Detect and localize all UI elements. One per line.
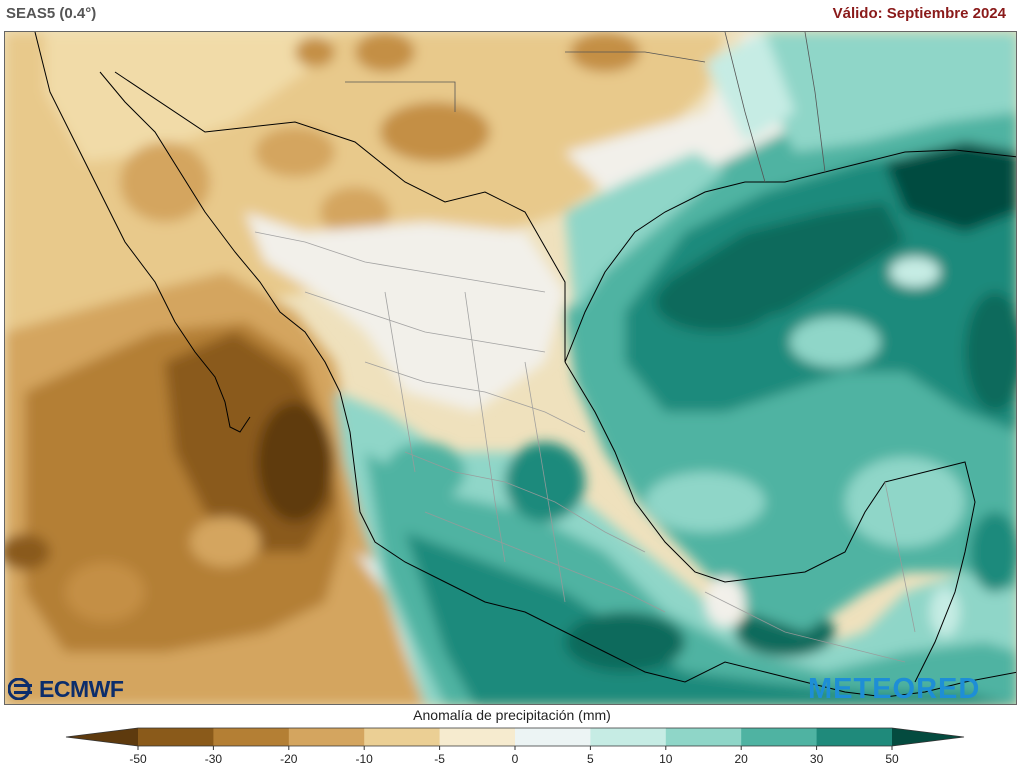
colorbar-extend-high (892, 728, 964, 746)
colorbar-tick-label: -30 (204, 752, 223, 766)
colorbar-segment (213, 728, 290, 746)
colorbar-segment (665, 728, 742, 746)
colorbar-tick-label: -10 (355, 752, 373, 766)
colorbar-tick-label: -5 (434, 752, 445, 766)
colorbar-segment (364, 728, 441, 746)
colorbar-extend-low (66, 728, 138, 746)
state-borders (254, 231, 916, 663)
colorbar-segment (439, 728, 516, 746)
colorbar-title: Anomalía de precipitación (mm) (413, 707, 611, 723)
colorbar-tick-label: 20 (734, 752, 748, 766)
colorbar-tick-label: 5 (587, 752, 594, 766)
coastlines (34, 32, 1016, 698)
model-label: SEAS5 (0.4°) (6, 5, 97, 22)
colorbar-segment (138, 728, 214, 746)
colorbar-tick-label: 0 (511, 752, 519, 766)
colorbar-segment (741, 728, 818, 746)
colorbar-tick-label: 50 (885, 752, 899, 766)
colorbar-tick-label: 30 (809, 752, 824, 766)
colorbar-segment (515, 728, 591, 746)
map-canvas (5, 32, 1016, 704)
ecmwf-emblem-icon (8, 678, 32, 700)
colorbar-tick-label: 10 (659, 752, 673, 766)
colorbar-segment (816, 728, 893, 746)
us-borders (345, 32, 826, 183)
ecmwf-logo-text: ECMWF (39, 675, 124, 702)
ecmwf-logo: ECMWF (8, 675, 124, 703)
colorbar-tick-label: -50 (129, 752, 147, 766)
valid-date-label: Válido: Septiembre 2024 (832, 5, 1006, 22)
colorbar-tick-label: -20 (280, 752, 298, 766)
colorbar-segment (288, 728, 365, 746)
anomaly-field (5, 32, 1016, 704)
header: SEAS5 (0.4°) Válido: Septiembre 2024 (0, 0, 1024, 32)
colorbar-segment (590, 728, 667, 746)
colorbar (65, 727, 965, 750)
precipitation-anomaly-map (4, 31, 1017, 705)
meteored-logo: METEORED (808, 673, 981, 705)
